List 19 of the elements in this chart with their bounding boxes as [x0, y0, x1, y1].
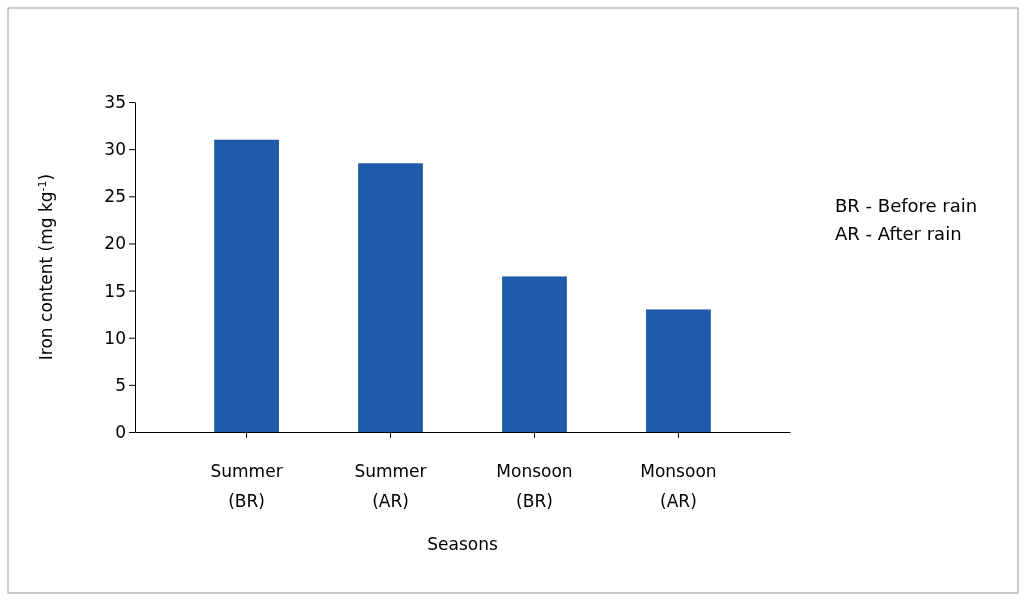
- y-tick-label: 35: [104, 91, 126, 112]
- bar: [214, 139, 279, 432]
- y-tick-label: 20: [104, 233, 126, 254]
- y-tick-label: 15: [104, 280, 126, 301]
- bar: [646, 309, 711, 432]
- x-axis-title: Seasons: [427, 534, 498, 554]
- y-tick-label: 0: [115, 421, 126, 442]
- x-tick-label: Summer (BR): [210, 461, 283, 511]
- y-tick-label: 30: [104, 139, 126, 160]
- x-tick-label: Monsoon (BR): [496, 461, 573, 511]
- text: AR - After rain: [835, 223, 962, 244]
- bar: [358, 163, 423, 432]
- x-tick-label: Monsoon (AR): [640, 461, 717, 511]
- y-tick-label: 5: [115, 374, 126, 395]
- text: BR - Before rain: [835, 195, 978, 216]
- y-tick-label: 10: [104, 327, 126, 348]
- bar: [502, 276, 567, 432]
- x-tick-label: Summer (AR): [354, 461, 427, 511]
- y-tick-label: 25: [104, 186, 126, 207]
